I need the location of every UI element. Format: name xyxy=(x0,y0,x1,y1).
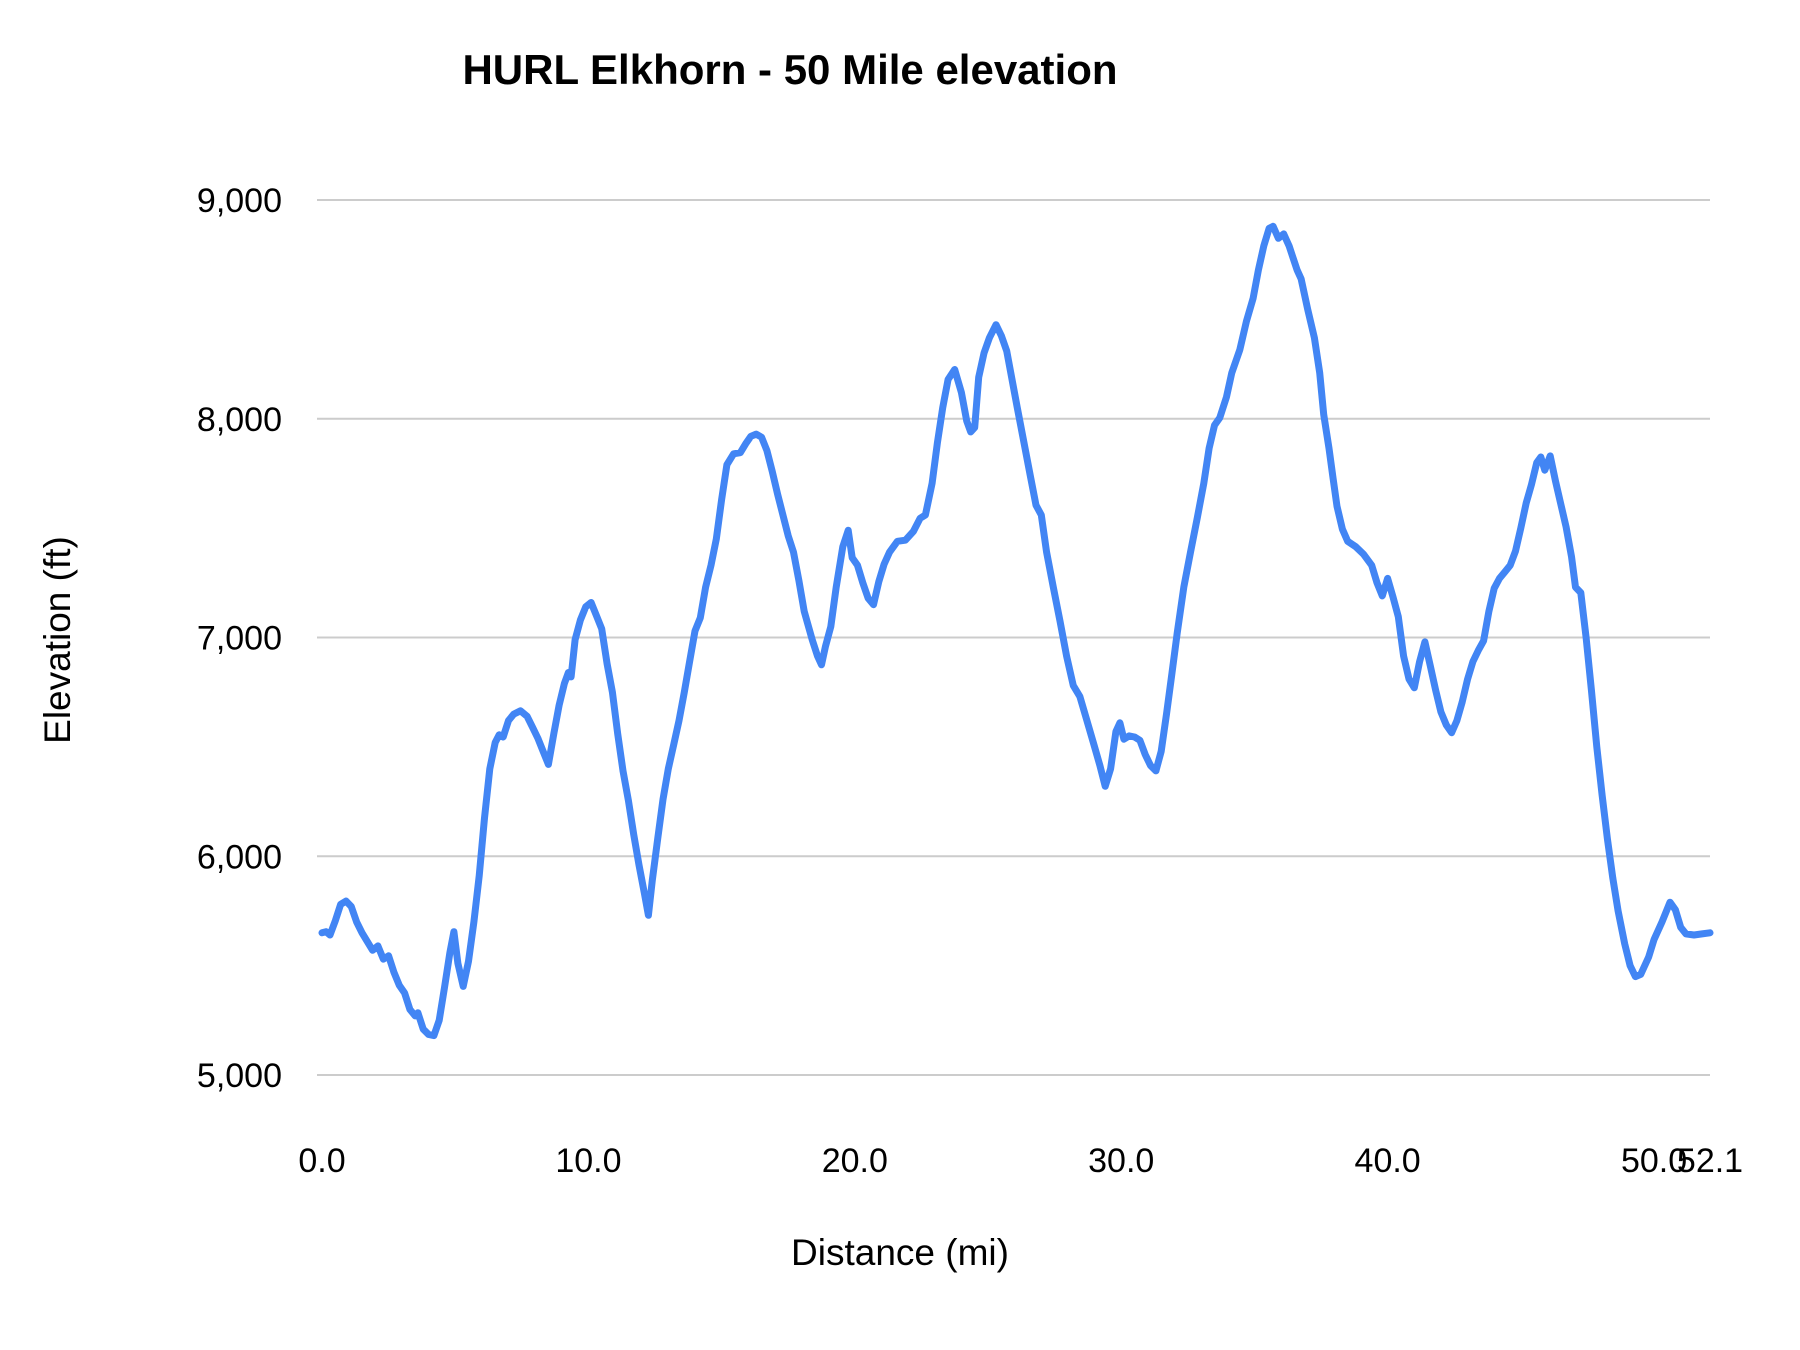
x-tick-label: 52.1 xyxy=(1677,1142,1743,1180)
elevation-line xyxy=(318,222,1714,1040)
x-tick-label: 40.0 xyxy=(1355,1142,1421,1180)
y-tick-label: 9,000 xyxy=(197,182,282,220)
x-axis-title: Distance (mi) xyxy=(791,1232,1009,1273)
y-tick-label: 7,000 xyxy=(197,620,282,658)
x-tick-label: 30.0 xyxy=(1088,1142,1154,1180)
chart-title: HURL Elkhorn - 50 Mile elevation xyxy=(462,46,1118,93)
y-tick-label: 8,000 xyxy=(197,401,282,439)
x-tick-label: 10.0 xyxy=(555,1142,621,1180)
x-tick-label: 20.0 xyxy=(822,1142,888,1180)
x-tick-label: 0.0 xyxy=(298,1142,345,1180)
x-tick-label: 50.0 xyxy=(1621,1142,1687,1180)
y-tick-label: 6,000 xyxy=(197,838,282,876)
y-tick-label: 5,000 xyxy=(197,1057,282,1095)
